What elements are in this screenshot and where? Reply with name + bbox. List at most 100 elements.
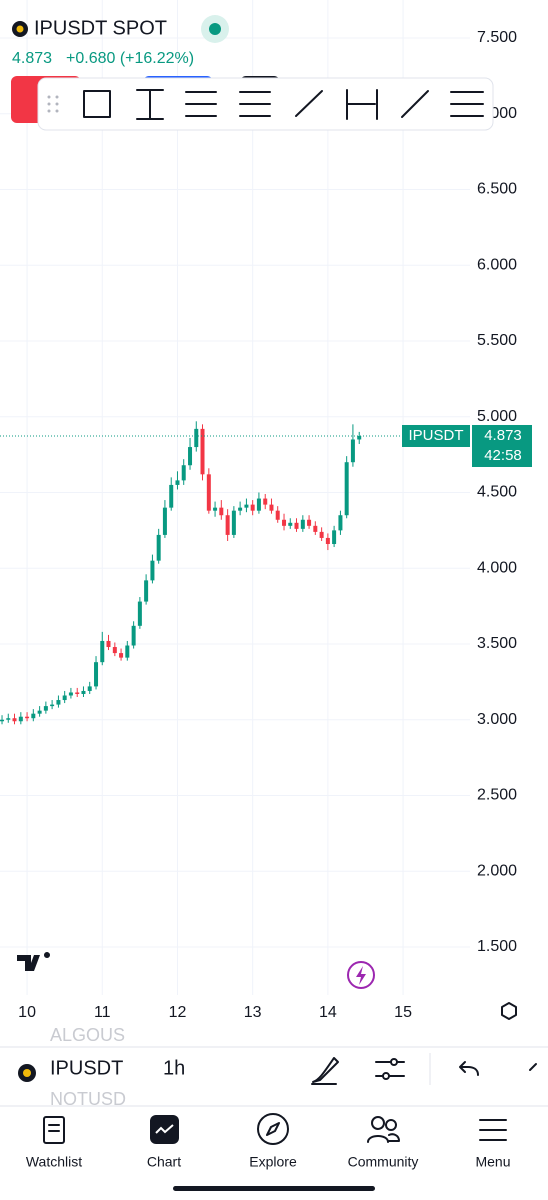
coin-icon-center (16, 25, 24, 33)
nav-label[interactable]: Chart (147, 1154, 181, 1170)
tool-arrow[interactable] (295, 90, 323, 117)
candle-body (144, 580, 149, 602)
candle-body (250, 504, 255, 511)
candle-body (288, 522, 293, 526)
candle-body (100, 640, 105, 663)
candle-body (94, 662, 99, 687)
undo-icon[interactable] (459, 1061, 479, 1076)
tv-logo (17, 952, 50, 971)
draw-icon[interactable] (311, 1057, 339, 1085)
candle-body (263, 498, 268, 505)
candle-body (244, 504, 249, 508)
x-tick-label: 13 (244, 1004, 262, 1021)
nav-label[interactable]: Explore (249, 1154, 297, 1170)
settings-icon[interactable] (501, 1002, 517, 1020)
drag-handle (47, 95, 59, 113)
y-tick-label: 5.000 (477, 408, 517, 425)
candle-body (12, 718, 17, 722)
candle-body (181, 465, 186, 481)
home-indicator (173, 1186, 375, 1191)
candle-body (6, 718, 11, 720)
candle-body (225, 515, 230, 535)
nav-label[interactable]: Watchlist (26, 1154, 82, 1170)
candle-body (269, 504, 274, 511)
tool-fib-ext[interactable] (239, 91, 271, 117)
candle-body (275, 510, 280, 520)
candle-body (87, 686, 92, 691)
tool-more[interactable] (450, 91, 484, 117)
candle-body (150, 560, 155, 581)
ghost-symbol: ALGOUS (50, 1025, 125, 1045)
candle-body (282, 519, 287, 526)
candle-body (231, 510, 236, 535)
tool-trendline[interactable] (401, 90, 429, 118)
candle-body (62, 695, 67, 701)
candle-body (18, 716, 23, 722)
candle-body (137, 601, 142, 626)
price-tag-symbol: IPUSDT (408, 427, 463, 444)
candle-body (325, 537, 330, 545)
tool-fib[interactable] (185, 91, 217, 117)
candle-body (332, 530, 337, 545)
y-tick-label: 2.000 (477, 862, 517, 879)
watchlist-icon[interactable] (43, 1116, 65, 1144)
candle-body (68, 692, 73, 696)
indicators-icon[interactable] (375, 1058, 405, 1080)
candle-body (307, 519, 312, 526)
price-tag-symbol-bg (402, 424, 470, 447)
candle-body (313, 525, 318, 532)
x-tick-label: 11 (94, 1004, 111, 1021)
candle-body (350, 439, 355, 463)
price-change: +0.680 (+16.22%) (66, 50, 194, 67)
candle-body (256, 498, 261, 511)
candle-body (37, 710, 42, 714)
candle-body (106, 640, 111, 648)
candle-body (319, 531, 324, 538)
y-tick-label: 2.500 (477, 787, 517, 804)
candle-body (56, 700, 61, 705)
x-tick-label: 15 (394, 1004, 412, 1021)
candle-body (50, 704, 55, 707)
candle-body (188, 447, 193, 466)
tool-price-range[interactable] (136, 89, 164, 120)
candle-body (75, 692, 80, 694)
y-tick-label: 6.500 (477, 181, 517, 198)
y-tick-label: 1.500 (477, 938, 517, 955)
community-icon[interactable] (367, 1116, 400, 1143)
explore-icon[interactable] (257, 1113, 289, 1145)
flash-bolt (356, 966, 366, 985)
candle-body (156, 534, 161, 561)
nav-label[interactable]: Community (348, 1154, 419, 1170)
candle-body (206, 474, 211, 511)
y-tick-label: 4.500 (477, 484, 517, 501)
menu-icon[interactable] (479, 1119, 507, 1141)
x-tick-label: 10 (18, 1004, 36, 1021)
y-tick-label: 6.000 (477, 256, 517, 273)
candle-body (294, 522, 299, 529)
y-tick-label: 3.000 (477, 711, 517, 728)
candle-body (131, 625, 136, 646)
candle-body (43, 706, 48, 711)
chart-icon-line (155, 1124, 174, 1134)
candle-body (357, 435, 362, 440)
candle-body (162, 507, 167, 535)
candle-body (219, 507, 224, 516)
tool-date-range[interactable] (346, 89, 378, 120)
coin-icon-center (23, 1069, 31, 1077)
flash-icon[interactable] (347, 961, 375, 989)
nav-label[interactable]: Menu (475, 1154, 510, 1170)
x-tick-label: 12 (169, 1004, 187, 1021)
candle-body (300, 519, 305, 529)
toolbar-symbol[interactable]: IPUSDT (50, 1057, 123, 1079)
y-tick-label: 3.500 (477, 635, 517, 652)
chart-icon[interactable] (150, 1115, 179, 1144)
candle-body (200, 428, 205, 475)
interval[interactable]: 1h (163, 1057, 185, 1079)
tool-rect[interactable] (83, 90, 111, 118)
candle-body (81, 690, 86, 694)
redo-icon[interactable] (529, 1063, 537, 1071)
candle-body (338, 515, 343, 531)
candle-body (112, 647, 117, 654)
last-price: 4.873 (12, 50, 52, 67)
x-tick-label: 14 (319, 1004, 337, 1021)
